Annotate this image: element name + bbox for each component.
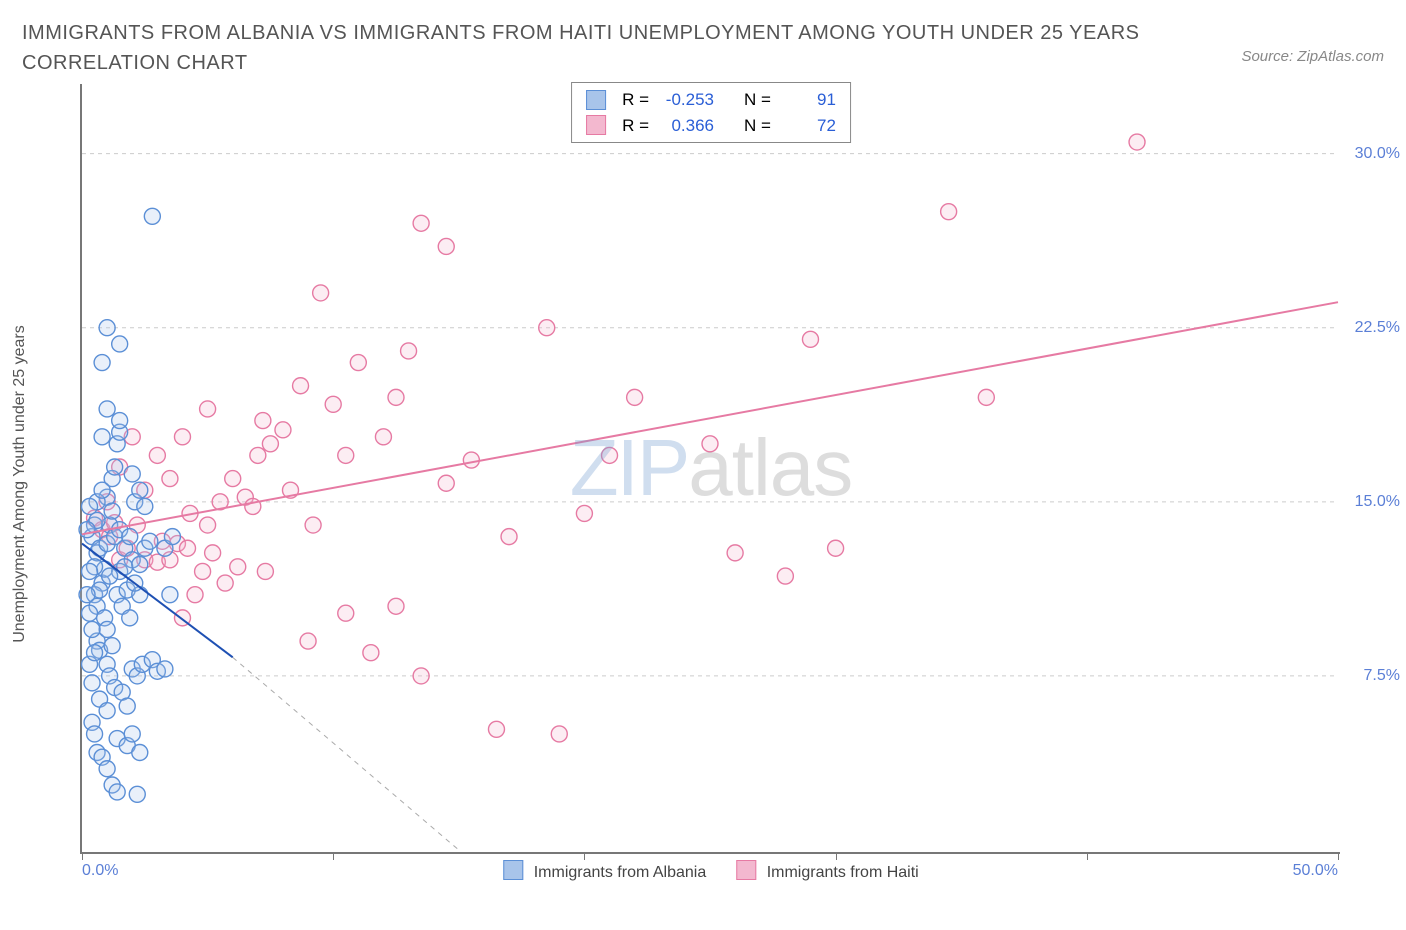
albania-series-label: Immigrants from Albania — [534, 864, 707, 881]
chart-title: IMMIGRANTS FROM ALBANIA VS IMMIGRANTS FR… — [22, 18, 1172, 78]
y-tick-label: 22.5% — [1355, 319, 1400, 337]
x-tick-label: 50.0% — [1293, 862, 1338, 880]
plot-area: ZIPatlas R = -0.253 N = 91 R = 0.366 N =… — [80, 84, 1340, 854]
y-axis-label: Unemployment Among Youth under 25 years — [11, 325, 29, 643]
x-tick-mark — [836, 852, 837, 860]
source-label: Source: ZipAtlas.com — [1241, 18, 1384, 65]
y-tick-label: 7.5% — [1364, 667, 1400, 685]
haiti-swatch-icon — [736, 860, 756, 880]
correlation-legend: R = -0.253 N = 91 R = 0.366 N = 72 — [571, 82, 851, 143]
y-tick-label: 15.0% — [1355, 493, 1400, 511]
albania-n-value: 91 — [781, 87, 836, 113]
albania-swatch-icon — [503, 860, 523, 880]
r-label: R = — [622, 113, 649, 139]
x-tick-mark — [82, 852, 83, 860]
chart-container: Unemployment Among Youth under 25 years … — [60, 84, 1380, 884]
n-label: N = — [744, 87, 771, 113]
legend-item-albania: Immigrants from Albania — [503, 860, 706, 882]
haiti-series-label: Immigrants from Haiti — [767, 864, 919, 881]
haiti-swatch — [586, 115, 606, 135]
haiti-r-value: 0.366 — [659, 113, 714, 139]
series-legend: Immigrants from Albania Immigrants from … — [503, 860, 918, 882]
legend-row-haiti: R = 0.366 N = 72 — [586, 113, 836, 139]
x-tick-mark — [333, 852, 334, 860]
legend-row-albania: R = -0.253 N = 91 — [586, 87, 836, 113]
y-tick-label: 30.0% — [1355, 145, 1400, 163]
r-label: R = — [622, 87, 649, 113]
x-tick-mark — [1087, 852, 1088, 860]
albania-r-value: -0.253 — [659, 87, 714, 113]
scatter-svg — [82, 84, 1340, 852]
n-label: N = — [744, 113, 771, 139]
x-tick-mark — [1338, 852, 1339, 860]
x-tick-mark — [584, 852, 585, 860]
x-tick-label: 0.0% — [82, 862, 118, 880]
haiti-n-value: 72 — [781, 113, 836, 139]
legend-item-haiti: Immigrants from Haiti — [736, 860, 918, 882]
albania-swatch — [586, 90, 606, 110]
